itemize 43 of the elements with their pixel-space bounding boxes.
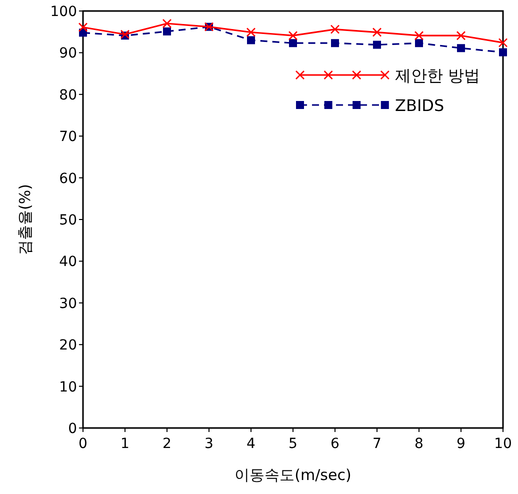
- point: [247, 36, 255, 44]
- y-tick-label: 50: [59, 212, 77, 228]
- point: [288, 30, 298, 40]
- y-axis-title: 검출율(%): [16, 184, 34, 255]
- point: [246, 28, 256, 37]
- x-tick-label: 10: [494, 436, 512, 452]
- x-tick-label: 0: [78, 436, 88, 452]
- y-tick-label: 70: [59, 129, 77, 146]
- y-tick-label: 60: [59, 170, 77, 187]
- y-tick-label: 20: [59, 338, 77, 354]
- point: [499, 48, 507, 56]
- point: [163, 27, 171, 36]
- x-tick-label: 6: [330, 436, 340, 452]
- point: [372, 28, 382, 37]
- y-tick-label: 100: [50, 4, 77, 20]
- y-tick-label: 40: [59, 254, 77, 270]
- point: [457, 44, 465, 52]
- point: [78, 22, 88, 32]
- point: [373, 40, 381, 49]
- x-tick-label: 9: [456, 436, 466, 452]
- point: [456, 30, 466, 40]
- legend-label: 제안한 방법: [395, 66, 480, 85]
- point: [162, 18, 172, 28]
- point: [498, 38, 508, 48]
- x-tick-label: 3: [204, 436, 214, 452]
- x-tick-label: 1: [120, 436, 130, 452]
- y-tick-label: 0: [68, 421, 77, 437]
- x-tick-label: 2: [162, 436, 172, 452]
- x-tick-label: 7: [372, 436, 382, 452]
- x-tick-label: 5: [288, 436, 298, 452]
- legend-label: ZBIDS: [395, 96, 444, 115]
- y-tick-label: 80: [59, 87, 77, 104]
- y-tick-label: 90: [59, 46, 77, 62]
- y-tick-label: 30: [59, 296, 77, 312]
- x-tick-label: 4: [246, 436, 256, 452]
- point: [330, 24, 340, 34]
- point: [415, 39, 423, 48]
- x-axis-title: 이동속도(m/sec): [234, 466, 352, 484]
- y-tick-label: 10: [59, 379, 77, 396]
- point: [289, 39, 297, 48]
- point: [414, 30, 424, 40]
- x-tick-label: 8: [414, 436, 424, 452]
- point: [331, 39, 339, 48]
